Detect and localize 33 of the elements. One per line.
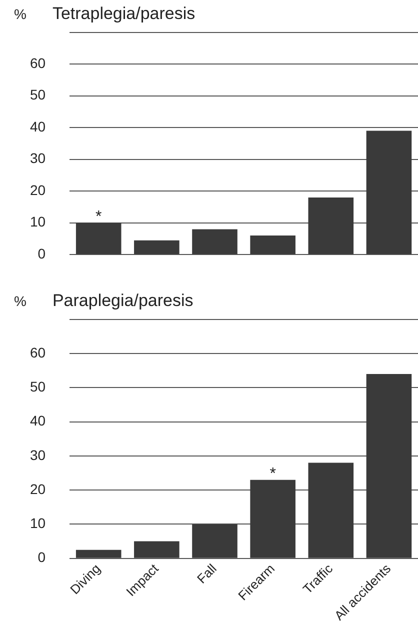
bar [76, 222, 122, 254]
y-tick-label: 50 [30, 378, 46, 395]
bar [250, 480, 296, 558]
y-tick-label: 10 [30, 515, 46, 532]
bar [192, 524, 238, 558]
x-tick-label: Fall [194, 560, 220, 586]
annotation: * [95, 208, 102, 226]
y-axis-title: % [14, 293, 26, 309]
y-tick-label: 30 [30, 446, 46, 463]
y-tick-label: 40 [30, 412, 46, 429]
y-tick-label: 10 [30, 214, 46, 230]
y-tick-label: 20 [30, 182, 46, 198]
y-tick-label: 0 [38, 549, 46, 566]
y-tick-label: 20 [30, 480, 46, 497]
y-axis-title: % [14, 6, 26, 22]
y-tick-label: 40 [30, 118, 46, 134]
y-tick-label: 0 [38, 245, 46, 262]
annotation: * [270, 465, 276, 482]
bar [366, 374, 412, 558]
y-tick-label: 30 [30, 150, 46, 166]
bar [192, 229, 238, 254]
bar [308, 197, 354, 254]
y-tick-label: 50 [30, 86, 46, 103]
bar [134, 541, 180, 558]
y-tick-label: 60 [30, 344, 46, 360]
bar [250, 236, 296, 254]
bar [76, 550, 122, 558]
chart-title: Paraplegia/paresis [52, 291, 194, 310]
y-tick-label: 60 [30, 55, 46, 71]
bar [308, 462, 354, 558]
bar [366, 130, 412, 254]
chart-title: Tetraplegia/paresis [52, 4, 196, 23]
bar [134, 240, 180, 254]
